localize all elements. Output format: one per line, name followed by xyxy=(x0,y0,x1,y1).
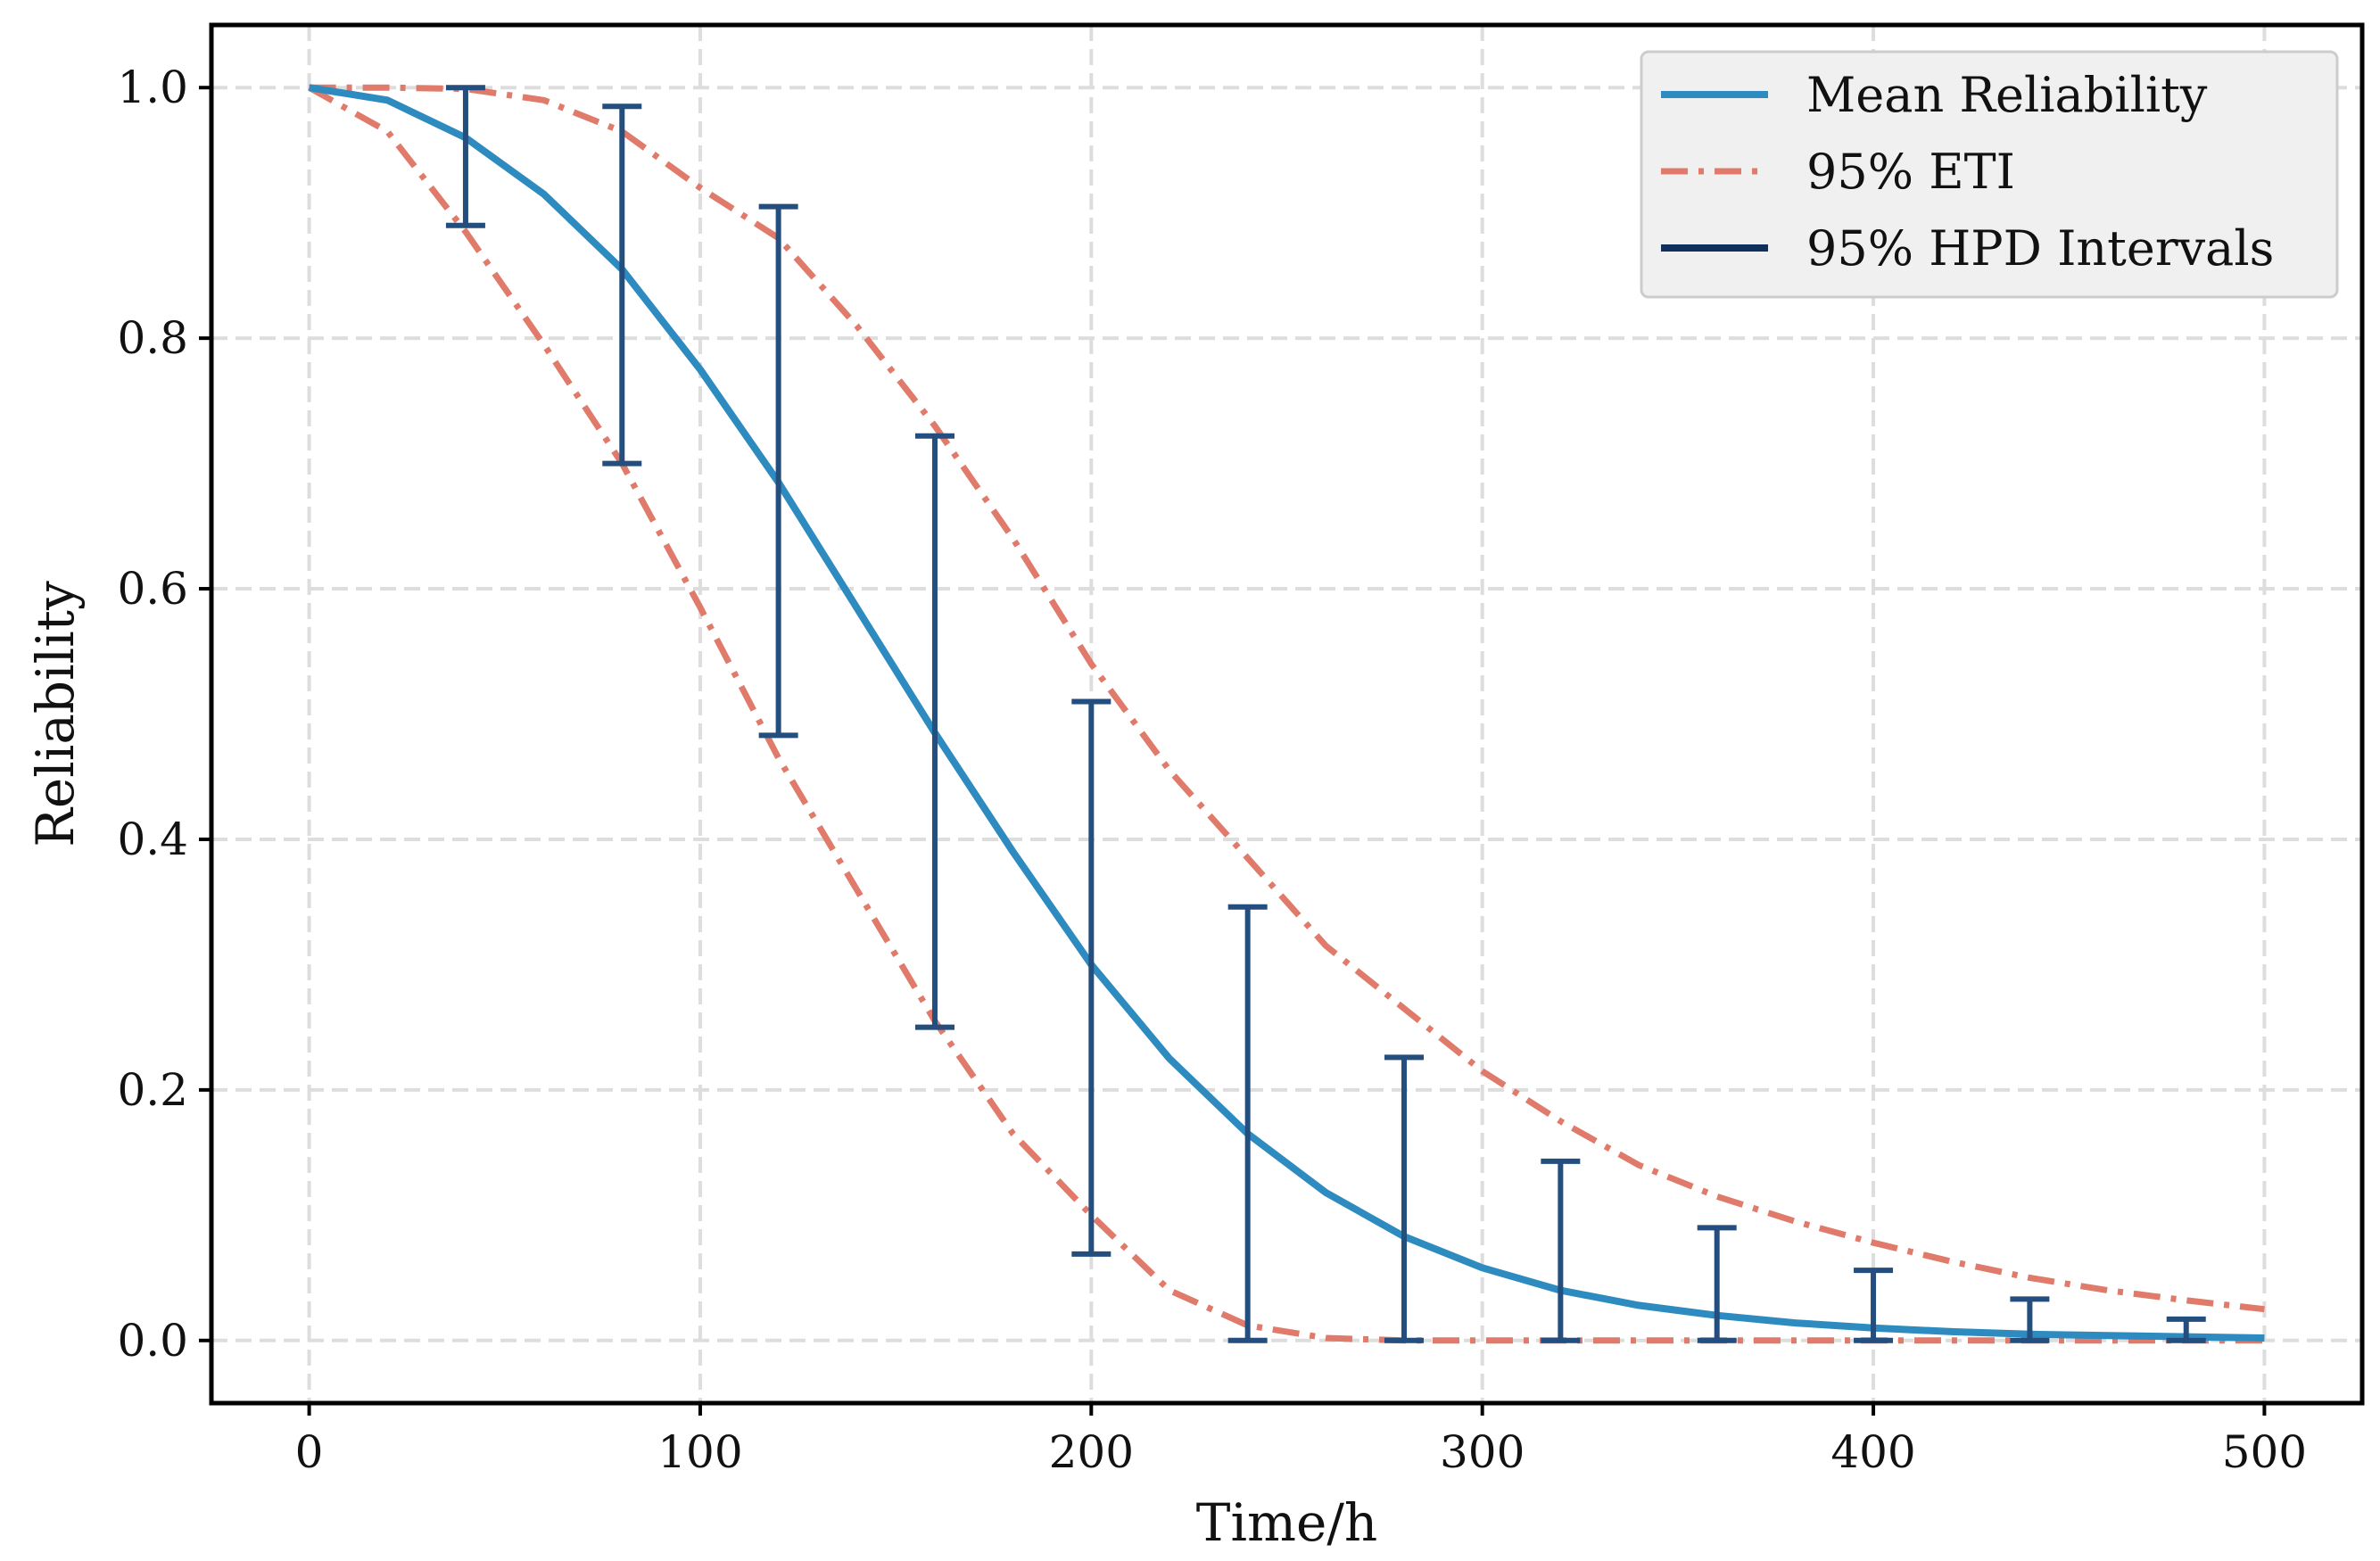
y-axis-title: Reliability xyxy=(25,581,86,847)
y-tick-label: 0.0 xyxy=(117,1315,188,1367)
eti-band-lines xyxy=(307,84,2265,1344)
y-tick-label: 0.2 xyxy=(117,1064,188,1116)
hpd-error-bars xyxy=(445,85,2206,1343)
hpd-interval-bar xyxy=(602,103,642,467)
mean-reliability-line-group xyxy=(308,84,2265,1342)
y-tick-label: 1.0 xyxy=(117,62,188,113)
grid xyxy=(211,25,2362,1403)
hpd-interval-bar xyxy=(2010,1296,2050,1343)
legend: Mean Reliability 95% ETI 95% HPD Intervals xyxy=(1640,50,2339,299)
hpd-interval-bar xyxy=(1227,904,1268,1343)
x-tick-label: 0 xyxy=(295,1426,324,1478)
plot-frame xyxy=(209,22,2365,1406)
x-axis-title: Time/h xyxy=(1196,1492,1377,1553)
axis-ticks: 0 100 200 300 400 500 0.0 0.2 0.4 0.6 0.8 1.0 xyxy=(117,62,2307,1478)
eti-lower-line xyxy=(307,85,2265,1344)
y-tick-label: 0.6 xyxy=(117,563,188,615)
eti-upper-line xyxy=(309,84,2265,1313)
hpd-interval-bar xyxy=(1854,1268,1894,1343)
x-tick-label: 300 xyxy=(1440,1426,1525,1478)
legend-label: Mean Reliability xyxy=(1806,67,2208,123)
y-tick-label: 0.8 xyxy=(117,312,188,364)
y-tick-label: 0.4 xyxy=(117,814,188,865)
hpd-interval-bar xyxy=(2166,1316,2206,1343)
hpd-interval-bar xyxy=(1384,1054,1425,1343)
legend-label: 95% HPD Intervals xyxy=(1806,220,2274,277)
mean-reliability-line xyxy=(308,84,2265,1342)
legend-box xyxy=(1640,50,2339,299)
hpd-interval-bar xyxy=(1697,1225,1737,1343)
x-tick-label: 200 xyxy=(1049,1426,1134,1478)
x-tick-label: 100 xyxy=(657,1426,742,1478)
x-tick-label: 400 xyxy=(1830,1426,1915,1478)
hpd-interval-bar xyxy=(1071,698,1111,1257)
hpd-interval-bar xyxy=(1541,1158,1581,1343)
hpd-interval-bar xyxy=(445,85,485,228)
hpd-interval-bar xyxy=(914,433,954,1030)
hpd-interval-bar xyxy=(758,203,798,739)
legend-label: 95% ETI xyxy=(1806,144,2015,200)
x-tick-label: 500 xyxy=(2222,1426,2307,1478)
